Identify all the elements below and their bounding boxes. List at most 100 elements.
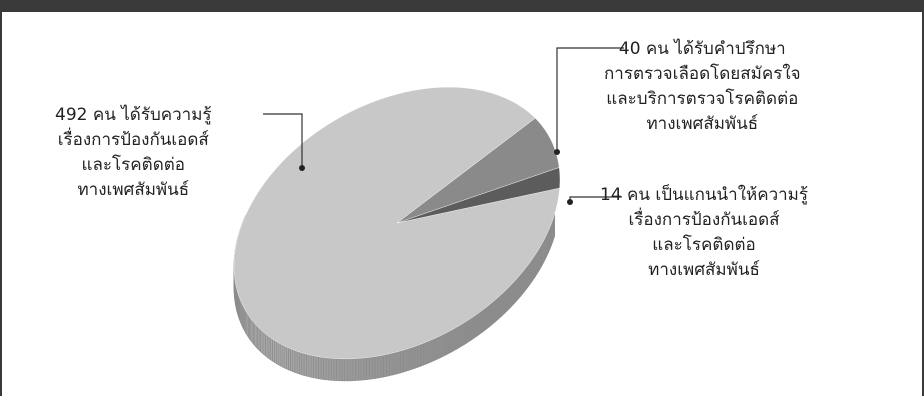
pie-side-segment <box>301 352 305 376</box>
slice-label-14-line-4: ทางเพศสัมพันธ์ <box>648 260 760 280</box>
pie-side-segment <box>474 313 478 339</box>
pie-side-segment <box>483 306 487 332</box>
slice-label-40: 40 คน ได้รับคำปรึกษา การตรวจเลือดโดยสมัค… <box>604 37 801 137</box>
pie-side-segment <box>417 343 421 368</box>
pie-side-segment <box>380 354 384 378</box>
pie-tops <box>233 86 561 360</box>
pie-side-segment <box>286 346 289 371</box>
pie-side-segment <box>388 352 393 377</box>
pie-side-segment <box>461 322 465 347</box>
pie-slice-40 <box>396 117 560 224</box>
pie-side-segment <box>508 284 512 310</box>
pie-side-segment <box>371 356 376 380</box>
pie-side-segment <box>414 344 418 369</box>
pie-side-segment <box>366 356 370 380</box>
pie-side-segment <box>439 334 444 359</box>
pie-side-segment <box>504 288 508 314</box>
pie-side-segment <box>288 347 291 372</box>
pie-side-segment <box>281 344 285 369</box>
pie-side-segment <box>347 358 351 382</box>
pie-side-segment <box>315 355 319 380</box>
pie-side-segment <box>377 355 382 379</box>
pie-side-segment <box>363 357 367 381</box>
pie-side-segment <box>458 323 462 349</box>
pie-side-segment <box>502 290 505 317</box>
pie-side-segment <box>341 358 345 382</box>
pie-side-segment <box>455 325 460 350</box>
pie-side-segment <box>423 341 427 366</box>
slice-label-14: 14 คน เป็นแกนนำให้ความรู้ เรื่องการป้องก… <box>600 183 808 283</box>
pie-side-segment <box>478 310 483 336</box>
pie-side-segment <box>318 356 322 380</box>
pie-side-segment <box>411 345 416 370</box>
pie-side-segment <box>303 353 307 377</box>
slice-label-492-line-1: 492 คน ได้รับความรู้ <box>55 105 212 125</box>
slice-label-492-line-2: เรื่องการป้องกันเอดส์ <box>57 130 209 150</box>
pie-side-segment <box>506 286 510 312</box>
pie-side-segment <box>468 317 473 342</box>
pie-side-segment <box>497 294 501 321</box>
slice-label-14-line-3: และโรคติดต่อ <box>652 235 756 255</box>
pie-side-segment <box>434 336 438 361</box>
slice-label-492-line-4: ทางเพศสัมพันธ์ <box>77 180 190 200</box>
leader-lines <box>263 47 624 205</box>
slice-label-492-line-3: และโรคติดต่อ <box>81 155 186 175</box>
pie-slice-14 <box>396 167 561 224</box>
pie-side-segment <box>313 355 317 379</box>
pie-side-segment <box>352 358 356 382</box>
pie-side-segment <box>463 320 467 346</box>
pie-side-segment <box>447 329 452 355</box>
pie-side-segment <box>328 357 332 381</box>
pie-side-segment <box>294 350 298 374</box>
pie-side-segment <box>476 311 480 337</box>
leader-line-492 <box>263 113 303 168</box>
pie-side-segment <box>391 351 396 376</box>
pie-side-segment <box>486 304 490 330</box>
pie-side-segment <box>349 358 354 382</box>
pie-side-segment <box>428 339 433 364</box>
pie-side-segment <box>283 345 287 370</box>
pie-side-segment <box>403 348 407 373</box>
pie-side-segment <box>323 357 327 381</box>
pie-side-segment <box>471 315 475 341</box>
pie-side-segment <box>425 340 430 365</box>
pie-side-segment <box>331 357 335 381</box>
slice-label-14-line-2: เรื่องการป้องกันเอดส์ <box>628 210 780 230</box>
pie-side-segment <box>310 354 314 379</box>
pie-side-segment <box>400 349 404 374</box>
pie-side-segment <box>299 351 303 376</box>
slice-label-40-line-1: 40 คน ได้รับคำปรึกษา <box>618 39 786 59</box>
pie-side-segment <box>453 326 457 352</box>
pie-side-segment <box>510 282 514 308</box>
pie-slice-492 <box>233 86 560 360</box>
slice-label-492: 492 คน ได้รับความรู้ เรื่องการป้องกันเอด… <box>55 103 212 203</box>
pie-side-segment <box>386 353 390 377</box>
pie-side-segment <box>490 300 494 326</box>
slice-label-40-line-2: การตรวจเลือดโดยสมัครใจ <box>604 64 801 84</box>
pie-side-segment <box>442 332 446 358</box>
pie-side-segment <box>445 331 449 356</box>
pie-side-segment <box>488 302 492 328</box>
pie-side-segment <box>338 358 343 382</box>
pie-side-segment <box>436 335 441 360</box>
leader-dot-14 <box>567 199 573 205</box>
pie-side-segment <box>450 328 454 353</box>
pie-side-segment <box>500 292 503 319</box>
pie-side-segment <box>420 342 424 367</box>
pie-side-segment <box>325 357 330 381</box>
pie-side-segment <box>431 338 435 363</box>
pie-side-segment <box>320 356 324 380</box>
pie-side-segment <box>466 318 470 344</box>
pie-side-segment <box>394 351 399 375</box>
pie-side-segment <box>369 356 373 380</box>
pie-side-segment <box>344 358 348 382</box>
pie-side-segment <box>495 296 499 322</box>
pie-side-segment <box>358 357 362 381</box>
pie-side-segment <box>290 348 294 373</box>
pie-side-segment <box>292 349 296 373</box>
pie-side-segment <box>383 353 387 378</box>
pie-side-segment <box>481 308 485 334</box>
leader-dot-40 <box>554 149 560 155</box>
slice-label-40-line-4: ทางเพศสัมพันธ์ <box>646 114 759 134</box>
